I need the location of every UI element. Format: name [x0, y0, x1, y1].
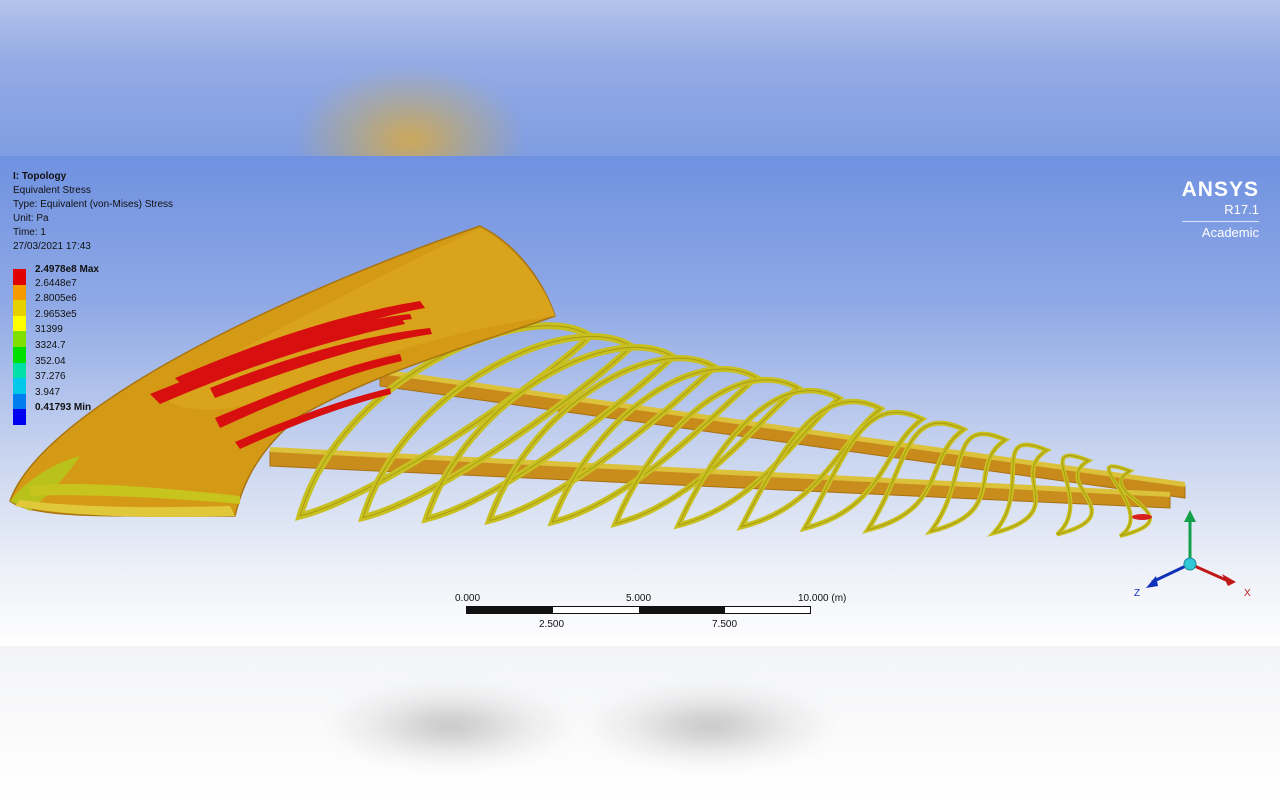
edition-label: Academic	[1201, 225, 1259, 240]
graphics-viewport[interactable]: I: Topology Equivalent Stress Type: Equi…	[0, 156, 1280, 646]
ansys-branding: ANSYS R17.1 Academic	[1181, 178, 1259, 241]
x-axis-line	[1189, 562, 1227, 582]
analysis-title: I: Topology	[13, 171, 67, 182]
wing-root-skin	[9, 225, 556, 517]
version-label: R17.1	[1224, 202, 1259, 217]
background-smudge-right	[590, 686, 830, 766]
root-leading-edge	[10, 456, 80, 511]
wing-rib-outline	[740, 401, 882, 528]
tip-hotspot	[1132, 514, 1152, 520]
x-axis-arrow	[1222, 574, 1236, 586]
wing-rib-outline	[866, 422, 965, 531]
legend-swatch	[13, 269, 26, 285]
wing-rib	[862, 420, 969, 534]
stress-band-5	[270, 314, 412, 358]
wing-rib-outline	[614, 379, 799, 525]
z-axis-arrow	[1146, 576, 1158, 588]
legend-swatch	[13, 300, 26, 316]
front-spar-top	[270, 447, 1170, 497]
y-axis-arrow	[1184, 510, 1196, 522]
z-axis-line	[1151, 562, 1191, 584]
wing-rib	[799, 409, 928, 533]
result-time: Time: 1	[13, 227, 46, 238]
stress-band-1	[150, 316, 405, 404]
wing-rib-outline	[929, 433, 1007, 533]
triad-origin	[1183, 557, 1197, 571]
legend-value: 37.276	[35, 371, 66, 383]
legend-value: 3.947	[35, 386, 61, 398]
legend-value: 2.6448e7	[35, 277, 77, 289]
wing-rib-outline	[992, 444, 1049, 534]
wing-stress-model	[9, 225, 1186, 538]
wing-rib-outline	[677, 390, 841, 526]
result-name: Equivalent Stress	[13, 185, 91, 196]
legend-swatch	[13, 346, 26, 363]
scale-label-5: 5.000	[626, 593, 652, 604]
legend-value: 0.41793 Min	[35, 402, 92, 414]
brand-divider	[1181, 221, 1259, 222]
result-info-block: I: Topology Equivalent Stress Type: Equi…	[13, 170, 173, 254]
legend-swatch	[13, 378, 26, 394]
scale-label-0: 0.000	[455, 593, 481, 604]
ansys-logo: ANSYS	[1181, 178, 1259, 201]
result-unit: Unit: Pa	[13, 213, 49, 224]
scale-bar	[466, 606, 811, 614]
scale-seg-3	[639, 607, 725, 613]
blurred-top-background	[0, 0, 1280, 156]
scale-label-7-5: 7.500	[712, 619, 738, 630]
result-type: Type: Equivalent (von-Mises) Stress	[13, 199, 174, 210]
legend-value: 352.04	[35, 355, 66, 367]
stress-band-2	[175, 301, 425, 388]
stress-band-3	[215, 354, 402, 428]
x-axis-label: X	[1244, 588, 1251, 599]
legend-swatch	[13, 409, 26, 425]
z-axis-label: Z	[1134, 588, 1140, 599]
scale-label-2-5: 2.500	[539, 619, 565, 630]
background-glow	[300, 70, 520, 156]
legend-swatch	[13, 315, 26, 332]
rib-group	[294, 322, 1152, 538]
legend-swatch	[13, 331, 26, 347]
axis-triad[interactable]: X Z	[1128, 502, 1258, 602]
legend-value: 2.8005e6	[35, 293, 77, 305]
legend-swatch	[13, 362, 26, 379]
stress-band-6	[235, 388, 391, 449]
root-trailing-fringe	[30, 484, 240, 504]
scale-label-10: 10.000 (m)	[798, 593, 847, 604]
legend-value: 3324.7	[35, 339, 66, 351]
stress-band-4	[210, 328, 432, 398]
wing-rib-outline	[551, 368, 758, 523]
legend-swatch	[13, 393, 26, 410]
background-smudge-left	[330, 686, 570, 766]
wing-rib-outline	[803, 411, 924, 530]
legend-value: 2.9653e5	[35, 308, 77, 320]
root-trailing-edge	[15, 500, 235, 517]
legend-value: 2.4978e8 Max	[35, 264, 99, 275]
result-date: 27/03/2021 17:43	[13, 241, 91, 252]
scale-seg-1	[467, 607, 553, 613]
legend-value: 31399	[35, 324, 63, 336]
legend-swatch	[13, 284, 26, 301]
blurred-bottom-background	[0, 646, 1280, 800]
wing-rib-outline	[1056, 455, 1093, 535]
